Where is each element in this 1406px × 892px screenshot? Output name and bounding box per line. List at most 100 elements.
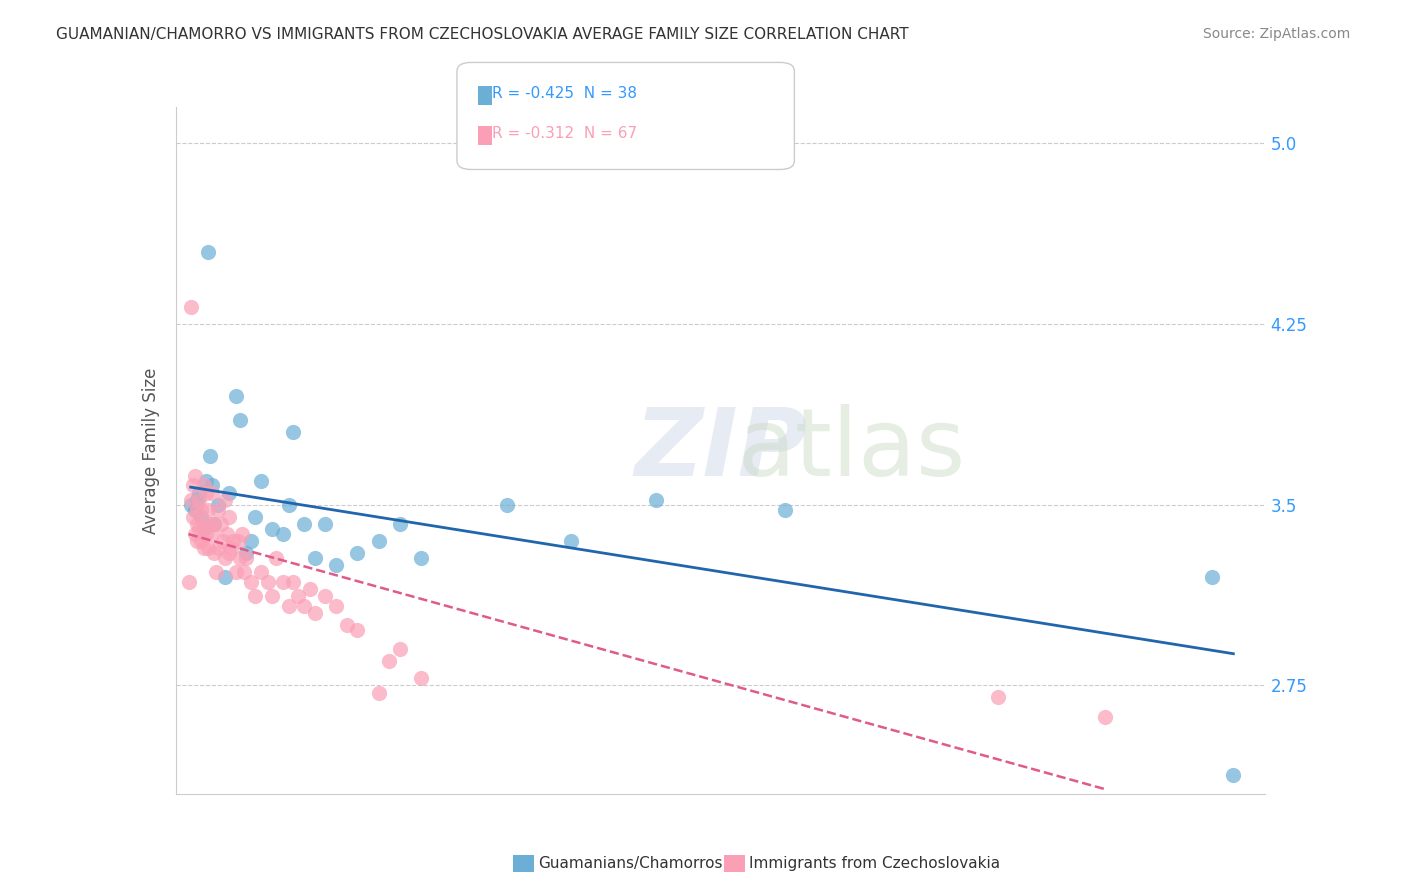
Point	[222, 533, 245, 548]
Y-axis label: Average Family Size: Average Family Size	[142, 368, 160, 533]
Point	[346, 623, 368, 637]
Point	[260, 589, 283, 603]
Point	[194, 485, 217, 500]
Point	[773, 502, 796, 516]
Point	[292, 599, 315, 613]
Point	[218, 509, 240, 524]
Point	[184, 502, 207, 516]
Text: atlas: atlas	[737, 404, 966, 497]
Point	[184, 468, 207, 483]
Point	[193, 522, 215, 536]
Point	[1201, 570, 1223, 584]
Point	[201, 526, 224, 541]
Point	[211, 533, 233, 548]
Point	[645, 492, 668, 507]
Point	[264, 550, 287, 565]
Point	[177, 574, 200, 589]
Point	[235, 546, 257, 560]
Point	[325, 599, 347, 613]
Point	[304, 606, 326, 620]
Point	[201, 478, 224, 492]
Point	[209, 516, 232, 531]
Point	[229, 550, 252, 565]
Text: GUAMANIAN/CHAMORRO VS IMMIGRANTS FROM CZECHOSLOVAKIA AVERAGE FAMILY SIZE CORRELA: GUAMANIAN/CHAMORRO VS IMMIGRANTS FROM CZ…	[56, 27, 908, 42]
Point	[256, 574, 278, 589]
Point	[201, 485, 224, 500]
Point	[346, 546, 368, 560]
Point	[188, 485, 211, 500]
Point	[197, 244, 219, 259]
Point	[411, 671, 433, 685]
Point	[190, 533, 212, 548]
Point	[1222, 767, 1244, 781]
Point	[186, 516, 208, 531]
Point	[250, 565, 273, 579]
Point	[243, 509, 266, 524]
Point	[243, 589, 266, 603]
Point	[389, 642, 412, 657]
Point	[218, 485, 240, 500]
Text: Guamanians/Chamorros: Guamanians/Chamorros	[538, 856, 723, 871]
Point	[221, 541, 243, 555]
Point	[190, 502, 212, 516]
Text: Source: ZipAtlas.com: Source: ZipAtlas.com	[1202, 27, 1350, 41]
Point	[336, 618, 359, 632]
Point	[271, 574, 294, 589]
Point	[231, 526, 253, 541]
Point	[198, 450, 221, 464]
Point	[278, 599, 301, 613]
Point	[411, 550, 433, 565]
Point	[214, 570, 236, 584]
Point	[226, 533, 249, 548]
Point	[186, 502, 208, 516]
Point	[299, 582, 322, 596]
Point	[304, 550, 326, 565]
Point	[214, 550, 236, 565]
Point	[367, 686, 389, 700]
Point	[271, 526, 294, 541]
Point	[215, 526, 238, 541]
Point	[207, 498, 229, 512]
Point	[560, 533, 582, 548]
Point	[367, 533, 389, 548]
Point	[314, 589, 336, 603]
Point	[188, 492, 211, 507]
Point	[184, 526, 207, 541]
Point	[239, 533, 262, 548]
Point	[180, 498, 202, 512]
Point	[180, 492, 202, 507]
Point	[188, 522, 211, 536]
Point	[229, 413, 252, 427]
Point	[378, 654, 401, 668]
Point	[225, 565, 247, 579]
Text: R = -0.312  N = 67: R = -0.312 N = 67	[492, 127, 637, 141]
Point	[193, 516, 215, 531]
Point	[225, 389, 247, 403]
Point	[283, 574, 305, 589]
Point	[235, 550, 257, 565]
Point	[186, 492, 208, 507]
Point	[198, 516, 221, 531]
Point	[205, 565, 228, 579]
Point	[202, 516, 225, 531]
Text: R = -0.425  N = 38: R = -0.425 N = 38	[492, 87, 637, 101]
Point	[194, 526, 217, 541]
Point	[278, 498, 301, 512]
Point	[233, 565, 256, 579]
Point	[283, 425, 305, 440]
Point	[987, 690, 1010, 705]
Point	[325, 558, 347, 572]
Point	[389, 516, 412, 531]
Point	[193, 541, 215, 555]
Point	[207, 502, 229, 516]
Point	[292, 516, 315, 531]
Point	[193, 478, 215, 492]
Point	[186, 533, 208, 548]
Point	[207, 541, 229, 555]
Point	[197, 541, 219, 555]
Point	[496, 498, 519, 512]
Point	[314, 516, 336, 531]
Point	[214, 492, 236, 507]
Point	[190, 509, 212, 524]
Text: ZIP: ZIP	[634, 404, 807, 497]
